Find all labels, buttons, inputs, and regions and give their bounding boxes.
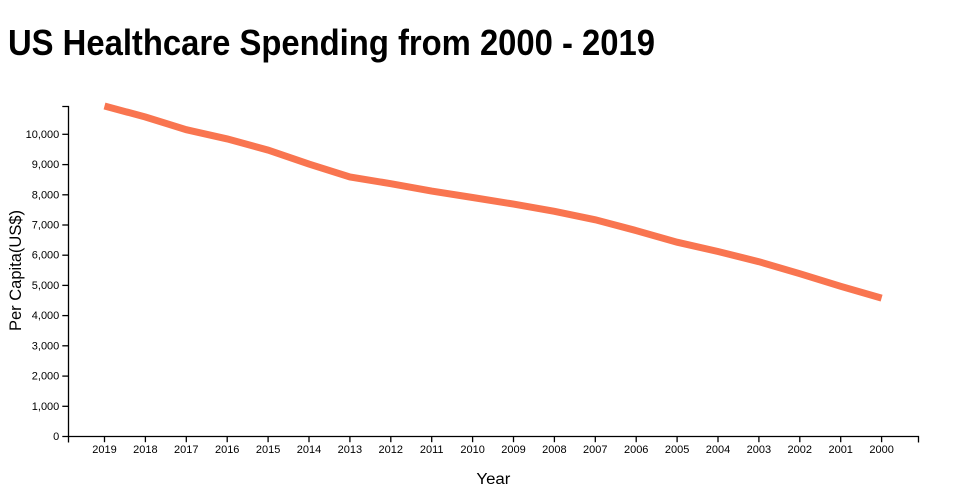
svg-text:10,000: 10,000 (26, 129, 60, 141)
svg-text:2019: 2019 (92, 444, 116, 456)
svg-text:2016: 2016 (215, 444, 239, 456)
svg-text:2010: 2010 (460, 444, 484, 456)
svg-text:6,000: 6,000 (32, 250, 60, 262)
svg-text:2007: 2007 (583, 444, 607, 456)
svg-text:7,000: 7,000 (32, 220, 60, 232)
svg-text:2001: 2001 (828, 444, 852, 456)
svg-text:2014: 2014 (297, 444, 321, 456)
svg-text:9,000: 9,000 (32, 159, 60, 171)
svg-text:2011: 2011 (420, 444, 444, 456)
svg-text:2009: 2009 (501, 444, 525, 456)
svg-text:2004: 2004 (706, 444, 730, 456)
svg-text:2012: 2012 (379, 444, 403, 456)
svg-text:2000: 2000 (869, 444, 893, 456)
svg-text:US Healthcare Spending from 20: US Healthcare Spending from 2000 - 2019 (8, 22, 655, 63)
svg-text:2003: 2003 (747, 444, 771, 456)
svg-text:4,000: 4,000 (32, 310, 60, 322)
svg-text:2017: 2017 (174, 444, 198, 456)
svg-text:1,000: 1,000 (32, 401, 60, 413)
svg-text:5,000: 5,000 (32, 280, 60, 292)
svg-text:2002: 2002 (788, 444, 812, 456)
svg-text:8,000: 8,000 (32, 189, 60, 201)
svg-text:2008: 2008 (542, 444, 566, 456)
svg-text:2,000: 2,000 (32, 371, 60, 383)
svg-text:2006: 2006 (624, 444, 648, 456)
svg-text:2005: 2005 (665, 444, 689, 456)
svg-text:2018: 2018 (133, 444, 157, 456)
svg-text:0: 0 (53, 431, 59, 443)
svg-text:3,000: 3,000 (32, 340, 60, 352)
svg-text:Per Capita(US$): Per Capita(US$) (6, 210, 25, 331)
svg-text:Year: Year (476, 471, 510, 488)
svg-text:2013: 2013 (338, 444, 362, 456)
svg-text:2015: 2015 (256, 444, 280, 456)
